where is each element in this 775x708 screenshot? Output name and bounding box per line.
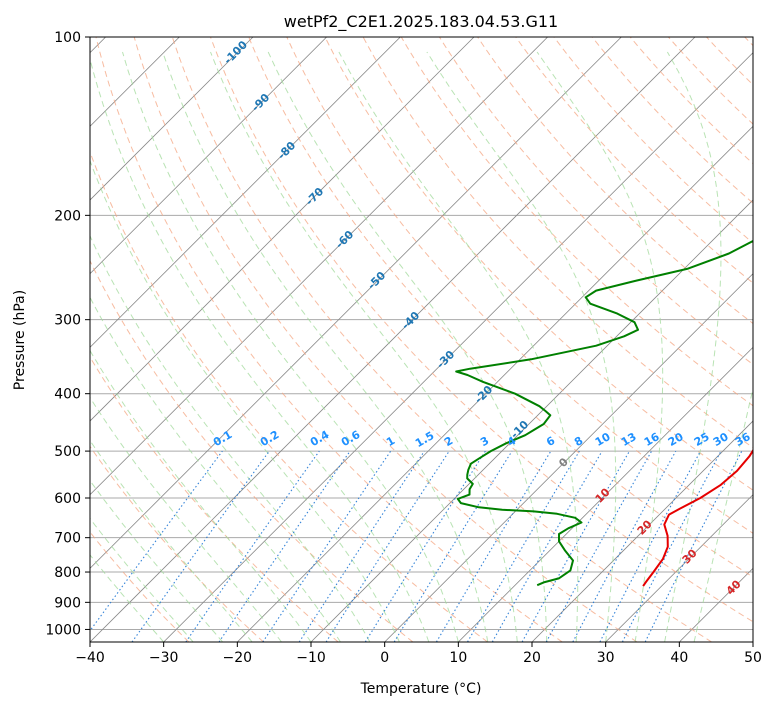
moist-adiabat-line <box>90 479 223 642</box>
moist-adiabat-line <box>90 57 430 642</box>
temperature-profile-line <box>642 448 753 587</box>
data-lines <box>455 239 753 587</box>
moist-adiabat-line <box>162 51 489 642</box>
moist-adiabat-line <box>693 386 753 642</box>
moist-adiabat-line <box>210 51 518 642</box>
x-tick-label: 0 <box>380 650 389 666</box>
x-axis: −40 −30 −20 −10 0 10 20 30 40 50 <box>75 642 762 666</box>
mixing-ratio-line <box>90 450 223 632</box>
moist-adiabat-line <box>90 517 194 642</box>
x-tick-label: 30 <box>597 650 615 666</box>
moist-adiabat-line <box>90 234 371 642</box>
x-tick-label: 10 <box>449 650 467 666</box>
dry-adiabat-line <box>210 37 753 623</box>
y-tick-label: 200 <box>54 208 81 224</box>
mixing-ratio-line <box>131 450 270 642</box>
isotherm-line <box>90 37 401 348</box>
dry-adiabat-line <box>515 37 753 284</box>
mixing-ratio-line <box>572 450 677 642</box>
mixing-ratio-line <box>521 450 630 642</box>
dry-adiabat-line <box>629 37 753 165</box>
dry-adiabat-line <box>133 37 638 642</box>
mixing-ratio-line <box>185 450 320 642</box>
dry-adiabat-line <box>324 37 753 491</box>
moist-adiabat-line <box>338 51 579 642</box>
y-tick-label: 100 <box>54 30 81 46</box>
y-axis-title: Pressure (hPa) <box>12 290 28 390</box>
moist-adiabat-line <box>426 51 617 642</box>
y-tick-label: 600 <box>54 491 81 507</box>
mixing-ratio-line <box>325 450 450 642</box>
moist-adiabat-line <box>90 296 341 642</box>
x-tick-label: 40 <box>670 650 688 666</box>
isotherm-line <box>90 37 548 496</box>
isotherm-line <box>90 37 622 569</box>
chart-title: wetPf2_C2E1.2025.183.04.53.G11 <box>284 12 558 32</box>
moist-adiabat-line <box>90 159 400 642</box>
mixing-ratio-line <box>218 450 351 642</box>
isotherm-line <box>90 37 696 642</box>
dry-adiabat-line <box>477 37 753 325</box>
isotherm-line <box>90 37 327 275</box>
isotherm-line <box>90 37 475 422</box>
mixing-ratio-line <box>545 450 653 642</box>
moist-adiabat-line <box>90 439 253 642</box>
dewpoint-profile-line <box>455 239 753 587</box>
mixing-ratio-line <box>467 450 580 642</box>
moist-adiabat-line <box>267 51 548 642</box>
dry-adiabat-line <box>95 37 563 642</box>
mixing-ratio-line <box>364 450 486 642</box>
x-tick-label: −10 <box>296 650 326 666</box>
isotherm-line <box>237 125 753 642</box>
mixing-ratio-line <box>491 450 603 642</box>
background-lines <box>90 37 753 642</box>
y-tick-label: 300 <box>54 313 81 329</box>
moist-adiabat-line <box>90 396 282 642</box>
y-tick-label: 500 <box>54 444 81 460</box>
y-tick-label: 900 <box>54 595 81 611</box>
dry-adiabat-line <box>400 37 753 407</box>
moist-adiabat-line <box>664 51 722 642</box>
moist-adiabat-line <box>536 51 664 642</box>
moist-adiabat-line <box>90 554 165 642</box>
y-axis: 100 200 300 400 500 600 700 800 900 1000 <box>45 30 90 638</box>
x-tick-label: −30 <box>149 650 179 666</box>
y-tick-label: 800 <box>54 565 81 581</box>
y-tick-label: 400 <box>54 387 81 403</box>
dry-adiabat-line <box>90 445 264 642</box>
mixing-ratio-line <box>435 450 552 642</box>
dry-adiabat-line <box>248 37 753 578</box>
plot-frame <box>89 36 754 643</box>
isotherm-line <box>605 494 753 642</box>
y-tick-label: 700 <box>54 531 81 547</box>
x-tick-label: −40 <box>75 650 105 666</box>
dry-adiabat-line <box>591 37 753 204</box>
isotherm-line <box>531 420 753 642</box>
x-axis-title: Temperature (°C) <box>360 681 482 697</box>
isotherm-line <box>163 52 753 642</box>
y-tick-label: 1000 <box>45 622 81 638</box>
mixing-ratio-line <box>393 450 513 642</box>
moist-adiabat-line <box>90 349 312 642</box>
moist-adiabat-line <box>122 51 459 642</box>
dry-adiabat-line <box>90 259 414 642</box>
x-tick-label: 50 <box>744 650 762 666</box>
dry-adiabat-line <box>171 37 712 642</box>
x-tick-label: −20 <box>223 650 253 666</box>
isotherm-line <box>384 273 753 642</box>
x-tick-label: 20 <box>523 650 541 666</box>
